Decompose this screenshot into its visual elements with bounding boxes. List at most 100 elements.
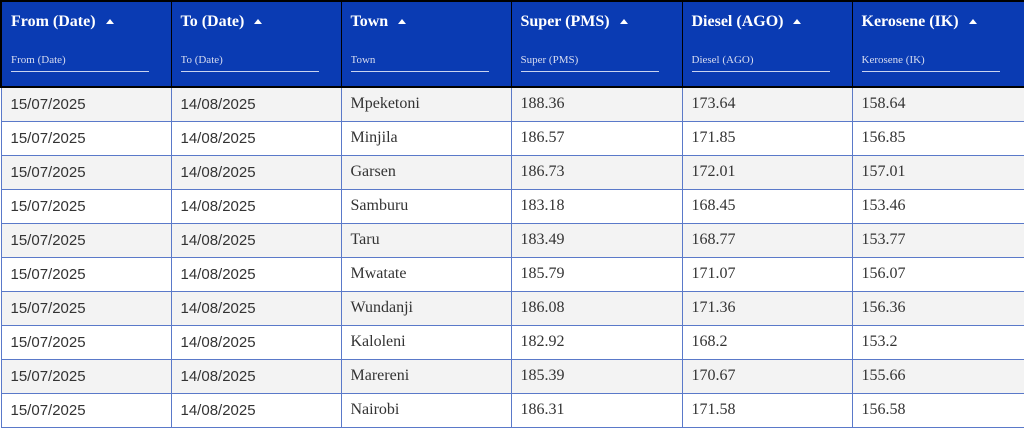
cell-from-date: 15/07/2025 <box>0 257 171 292</box>
column-header-town[interactable]: Town <box>340 0 511 41</box>
sort-up-icon[interactable] <box>254 18 263 24</box>
cell-diesel: 170.67 <box>681 359 852 394</box>
cell-super: 186.57 <box>510 121 682 156</box>
column-header-from-date[interactable]: From (Date) <box>0 0 171 41</box>
column-header-to-date[interactable]: To (Date) <box>170 0 341 41</box>
cell-to-date: 14/08/2025 <box>170 393 341 428</box>
sort-up-icon[interactable] <box>968 18 977 24</box>
table-row: 15/07/2025 14/08/2025 Garsen 186.73 172.… <box>0 155 1024 190</box>
cell-super: 186.31 <box>510 393 682 428</box>
header-row: From (Date) To (Date) Town Super (PMS) D… <box>0 0 1024 41</box>
cell-kerosene: 156.07 <box>851 257 1024 292</box>
cell-town: Nairobi <box>340 393 511 428</box>
sort-up-icon[interactable] <box>105 18 114 24</box>
cell-town: Garsen <box>340 155 511 190</box>
sort-up-icon[interactable] <box>619 18 628 24</box>
column-header-label: Kerosene (IK) <box>861 12 959 30</box>
column-header-diesel[interactable]: Diesel (AGO) <box>681 0 852 41</box>
cell-diesel: 168.2 <box>681 325 852 360</box>
column-header-label: Super (PMS) <box>520 12 610 30</box>
cell-town: Taru <box>340 223 511 258</box>
cell-super: 183.18 <box>510 189 682 224</box>
column-header-kerosene[interactable]: Kerosene (IK) <box>851 0 1024 41</box>
filter-input-from-date[interactable] <box>11 49 149 72</box>
filter-cell-diesel <box>681 41 852 88</box>
filter-input-kerosene[interactable] <box>861 49 1000 72</box>
cell-to-date: 14/08/2025 <box>170 121 341 156</box>
filter-input-super[interactable] <box>520 49 659 72</box>
cell-kerosene: 156.36 <box>851 291 1024 326</box>
column-header-super[interactable]: Super (PMS) <box>510 0 682 41</box>
cell-diesel: 173.64 <box>681 87 852 122</box>
cell-to-date: 14/08/2025 <box>170 155 341 190</box>
column-header-label: From (Date) <box>11 12 96 30</box>
table-row: 15/07/2025 14/08/2025 Marereni 185.39 17… <box>0 359 1024 394</box>
cell-kerosene: 153.2 <box>851 325 1024 360</box>
cell-to-date: 14/08/2025 <box>170 223 341 258</box>
cell-super: 183.49 <box>510 223 682 258</box>
filter-cell-super <box>510 41 682 88</box>
cell-kerosene: 157.01 <box>851 155 1024 190</box>
cell-town: Mwatate <box>340 257 511 292</box>
cell-diesel: 171.85 <box>681 121 852 156</box>
cell-diesel: 168.77 <box>681 223 852 258</box>
cell-to-date: 14/08/2025 <box>170 291 341 326</box>
cell-from-date: 15/07/2025 <box>0 223 171 258</box>
cell-kerosene: 158.64 <box>851 87 1024 122</box>
table-row: 15/07/2025 14/08/2025 Kaloleni 182.92 16… <box>0 325 1024 360</box>
filter-input-diesel[interactable] <box>691 49 830 72</box>
cell-kerosene: 156.58 <box>851 393 1024 428</box>
cell-kerosene: 155.66 <box>851 359 1024 394</box>
cell-town: Mpeketoni <box>340 87 511 122</box>
table-row: 15/07/2025 14/08/2025 Samburu 183.18 168… <box>0 189 1024 224</box>
column-header-label: Town <box>350 12 389 30</box>
table-row: 15/07/2025 14/08/2025 Minjila 186.57 171… <box>0 121 1024 156</box>
cell-town: Wundanji <box>340 291 511 326</box>
filter-cell-to-date <box>170 41 341 88</box>
cell-super: 185.79 <box>510 257 682 292</box>
cell-from-date: 15/07/2025 <box>0 291 171 326</box>
cell-from-date: 15/07/2025 <box>0 359 171 394</box>
cell-to-date: 14/08/2025 <box>170 359 341 394</box>
cell-diesel: 171.07 <box>681 257 852 292</box>
filter-cell-from-date <box>0 41 171 88</box>
cell-super: 186.08 <box>510 291 682 326</box>
cell-diesel: 171.58 <box>681 393 852 428</box>
cell-diesel: 168.45 <box>681 189 852 224</box>
table-body: 15/07/2025 14/08/2025 Mpeketoni 188.36 1… <box>0 87 1024 428</box>
cell-from-date: 15/07/2025 <box>0 155 171 190</box>
filter-input-town[interactable] <box>350 49 489 72</box>
cell-super: 185.39 <box>510 359 682 394</box>
column-header-label: Diesel (AGO) <box>691 12 784 30</box>
cell-from-date: 15/07/2025 <box>0 393 171 428</box>
column-header-label: To (Date) <box>180 12 245 30</box>
cell-super: 186.73 <box>510 155 682 190</box>
filter-row <box>0 41 1024 88</box>
cell-diesel: 171.36 <box>681 291 852 326</box>
filter-input-to-date[interactable] <box>180 49 319 72</box>
cell-town: Marereni <box>340 359 511 394</box>
cell-town: Kaloleni <box>340 325 511 360</box>
table-row: 15/07/2025 14/08/2025 Mpeketoni 188.36 1… <box>0 87 1024 122</box>
cell-town: Minjila <box>340 121 511 156</box>
cell-to-date: 14/08/2025 <box>170 325 341 360</box>
sort-up-icon[interactable] <box>793 18 802 24</box>
cell-super: 182.92 <box>510 325 682 360</box>
filter-cell-town <box>340 41 511 88</box>
cell-super: 188.36 <box>510 87 682 122</box>
table-row: 15/07/2025 14/08/2025 Nairobi 186.31 171… <box>0 393 1024 428</box>
cell-kerosene: 153.77 <box>851 223 1024 258</box>
cell-from-date: 15/07/2025 <box>0 121 171 156</box>
cell-from-date: 15/07/2025 <box>0 189 171 224</box>
table-row: 15/07/2025 14/08/2025 Taru 183.49 168.77… <box>0 223 1024 258</box>
filter-cell-kerosene <box>851 41 1024 88</box>
cell-diesel: 172.01 <box>681 155 852 190</box>
sort-up-icon[interactable] <box>398 18 407 24</box>
table-row: 15/07/2025 14/08/2025 Mwatate 185.79 171… <box>0 257 1024 292</box>
table-row: 15/07/2025 14/08/2025 Wundanji 186.08 17… <box>0 291 1024 326</box>
cell-from-date: 15/07/2025 <box>0 325 171 360</box>
cell-to-date: 14/08/2025 <box>170 257 341 292</box>
cell-kerosene: 156.85 <box>851 121 1024 156</box>
